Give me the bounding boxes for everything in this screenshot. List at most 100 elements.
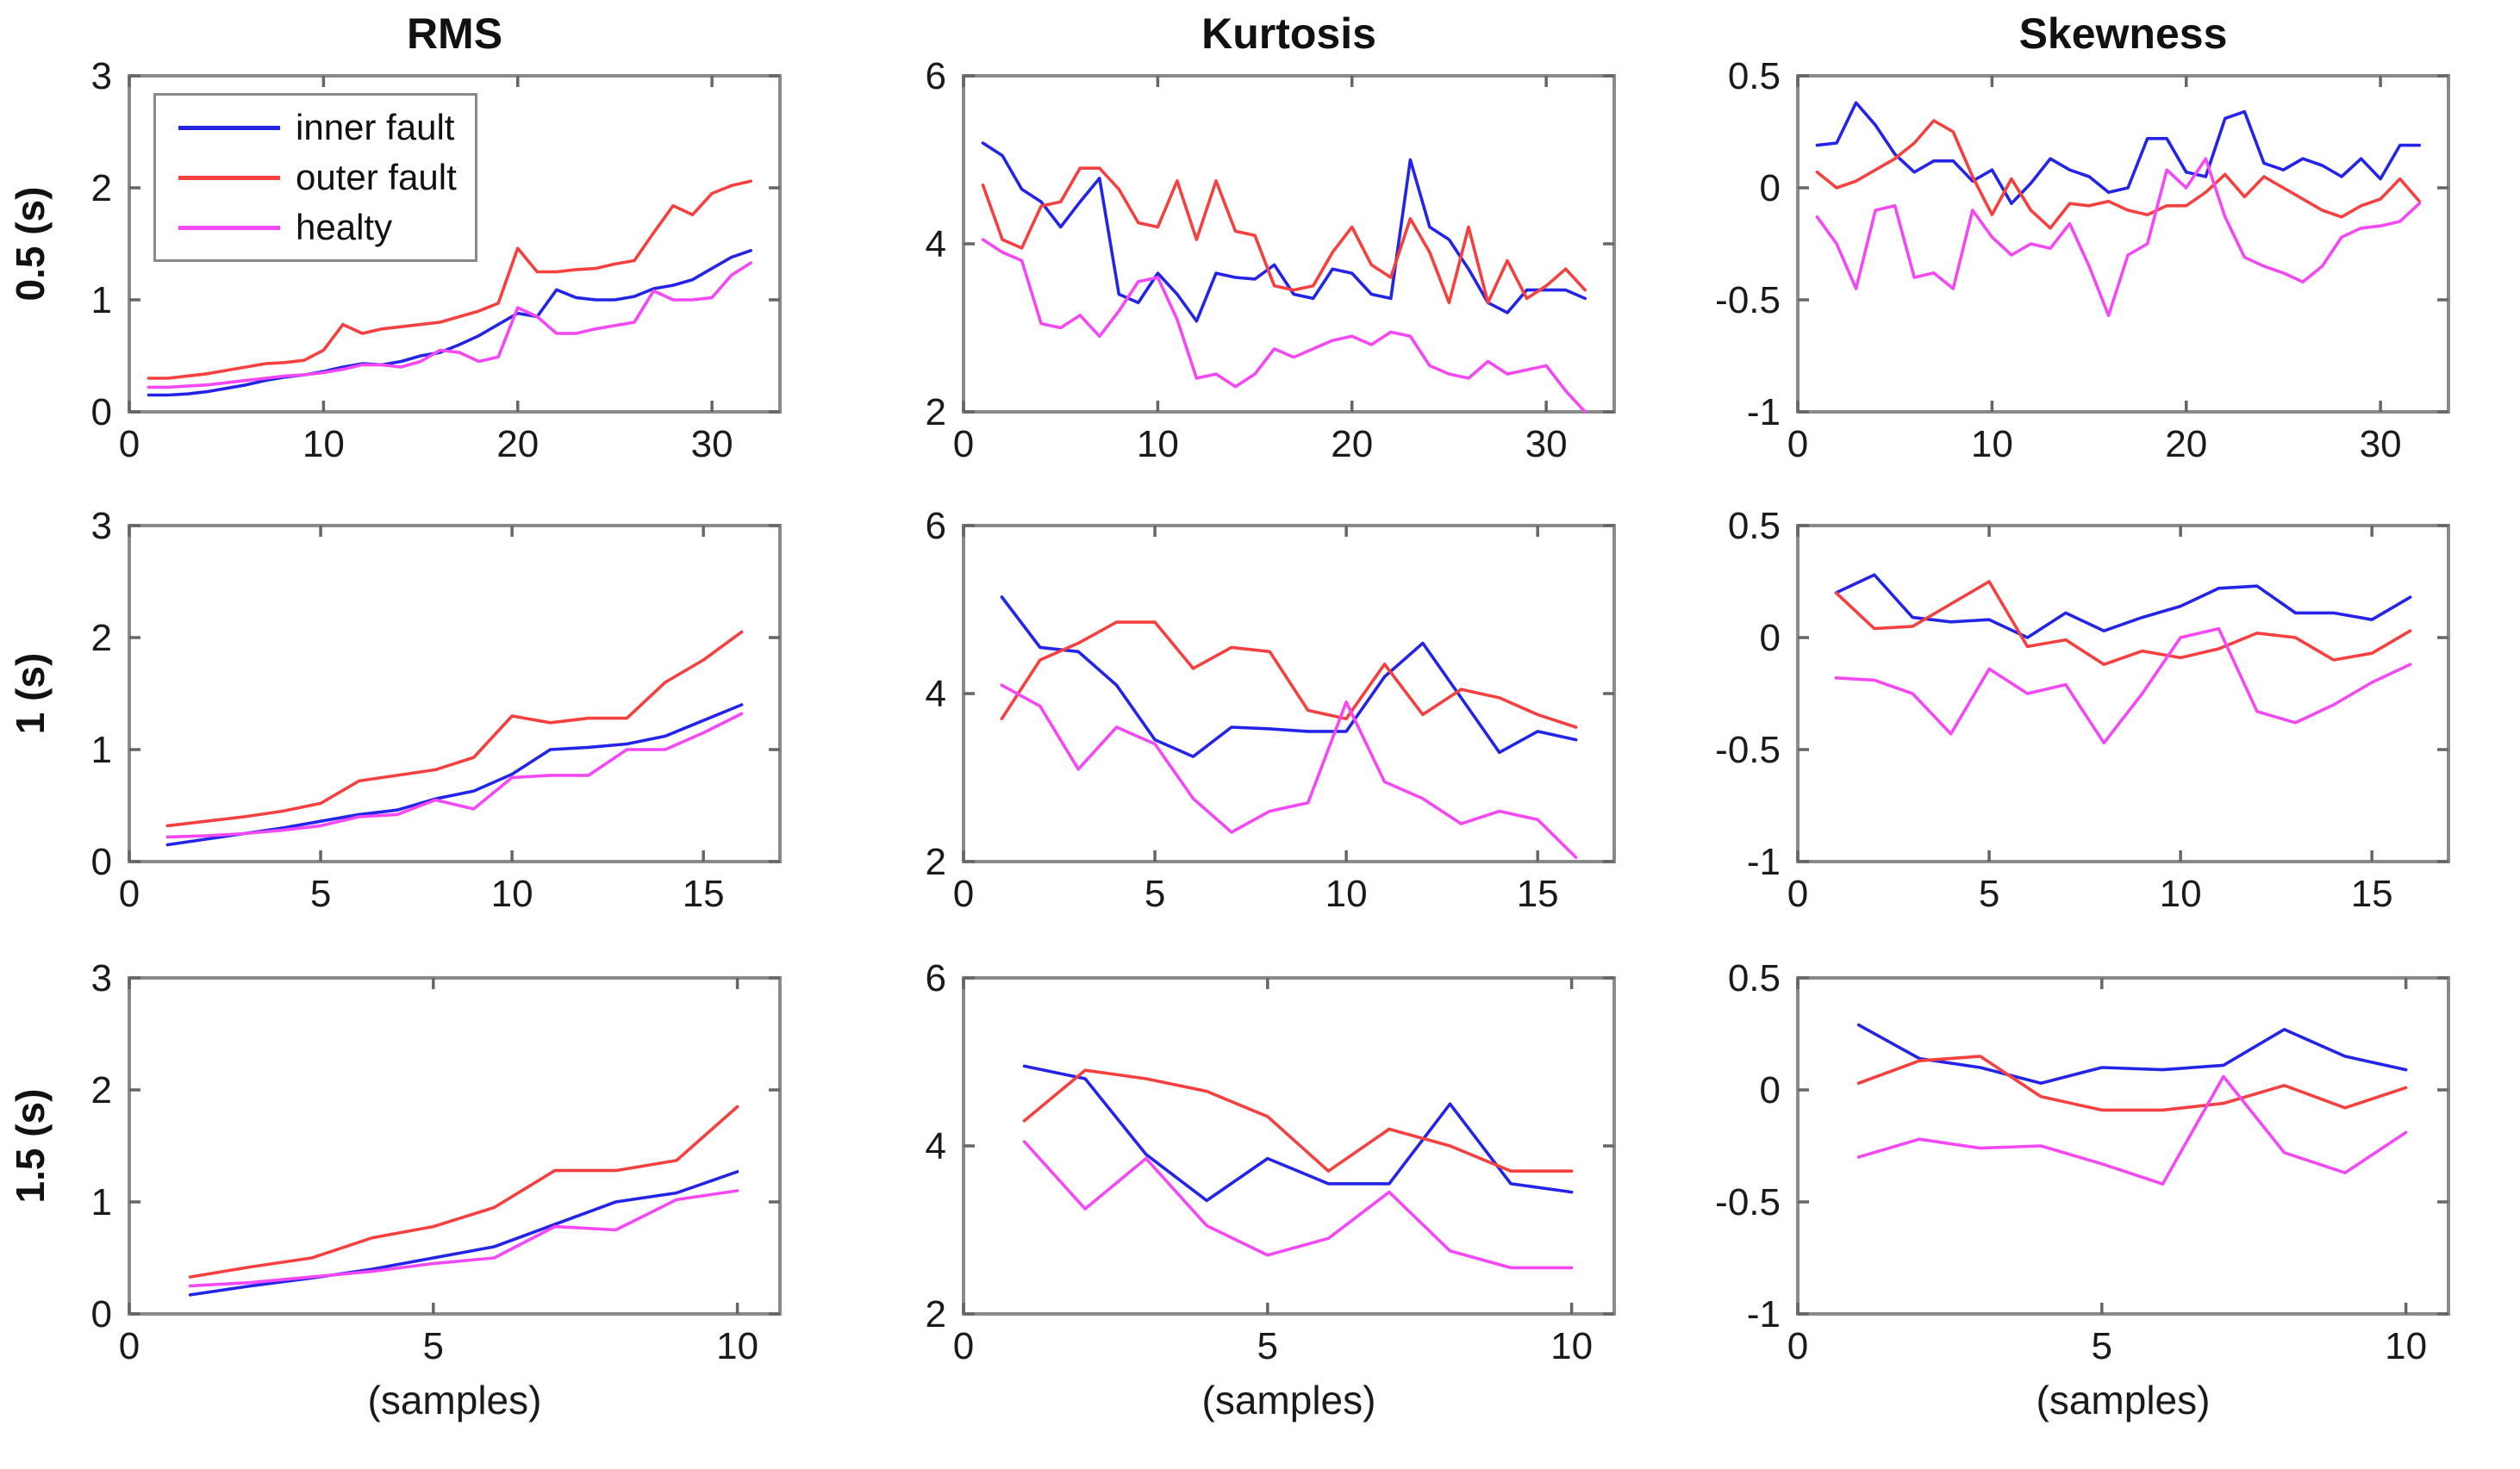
x-tick-label: 20 <box>496 423 539 465</box>
y-tick-label: 2 <box>91 167 112 209</box>
series-line-healty <box>165 712 744 839</box>
y-tick-label: 0 <box>1760 1069 1781 1111</box>
y-tick-label: 2 <box>926 391 946 433</box>
subplot-skewness-row1: 0 10 20 30 -1 -0.5 0 0.5 <box>1715 55 2450 465</box>
y-tick-label: -1 <box>1747 391 1781 433</box>
series-line-inner-fault <box>1000 595 1578 758</box>
y-tick-label: 0 <box>91 841 112 883</box>
x-tick-label: 15 <box>683 873 725 915</box>
series-line-inner-fault <box>188 1170 739 1297</box>
subplot-rms-row2: 0 5 10 15 0 1 2 3 <box>91 505 782 915</box>
x-tick-label: 10 <box>2160 873 2202 915</box>
outer-fault-line-swatch <box>178 175 280 180</box>
y-tick-label: 4 <box>926 1125 946 1167</box>
subplot-kurtosis-row3: 0 5 10 2 4 6 <box>926 957 1616 1367</box>
y-tick-label: 1 <box>91 729 112 771</box>
series-line-outer-fault <box>188 1105 739 1279</box>
series-line-inner-fault <box>1856 1023 2408 1085</box>
y-tick-label: 0 <box>1760 167 1781 209</box>
series-line-outer-fault <box>165 630 744 828</box>
series-line-outer-fault <box>981 166 1587 305</box>
x-tick-label: 20 <box>2165 423 2207 465</box>
x-tick-label: 10 <box>303 423 345 465</box>
x-tick-label: 5 <box>1145 873 1165 915</box>
series-line-outer-fault <box>1856 1055 2408 1112</box>
x-tick-label: 20 <box>1331 423 1373 465</box>
axes-box <box>1796 74 2450 414</box>
series-line-healty <box>1000 683 1578 859</box>
x-tick-label: 15 <box>1517 873 1559 915</box>
x-tick-label: 5 <box>1979 873 1999 915</box>
series-line-healty <box>147 261 753 389</box>
axes-box <box>1796 524 2450 863</box>
x-tick-label: 0 <box>953 423 974 465</box>
y-tick-label: -0.5 <box>1715 1181 1781 1223</box>
x-tick-label: 5 <box>1257 1325 1278 1367</box>
legend-label-healty: healty <box>296 207 393 247</box>
series-line-inner-fault <box>165 703 744 847</box>
y-tick-label: 0.5 <box>1728 957 1781 999</box>
x-tick-label: 10 <box>2385 1325 2427 1367</box>
y-tick-label: 6 <box>926 505 946 547</box>
y-tick-label: 0.5 <box>1728 55 1781 97</box>
column-title-skewness: Skewness <box>2018 9 2228 58</box>
y-tick-label: 3 <box>91 957 112 999</box>
y-tick-label: -0.5 <box>1715 279 1781 321</box>
axes-box <box>962 74 1616 414</box>
series-line-outer-fault <box>1815 119 2422 230</box>
legend-label-outer-fault: outer fault <box>296 157 457 197</box>
y-tick-label: 3 <box>91 505 112 547</box>
legend: inner fault outer fault healty <box>153 93 477 262</box>
xlabel-samples-col1: (samples) <box>367 1378 542 1422</box>
series-line-outer-fault <box>1834 580 2412 666</box>
series-line-inner-fault <box>1834 573 2412 639</box>
axes-box <box>1796 976 2450 1316</box>
series-line-outer-fault <box>147 179 753 380</box>
y-tick-label: 0 <box>91 391 112 433</box>
subplot-kurtosis-row2: 0 5 10 15 2 4 6 <box>926 505 1616 915</box>
xlabel-samples-col2: (samples) <box>1201 1378 1376 1422</box>
x-tick-label: 10 <box>1971 423 2013 465</box>
legend-item-outer-fault: outer fault <box>178 157 475 198</box>
y-tick-label: 2 <box>91 617 112 659</box>
subplot-rms-row1: 0 10 20 30 0 1 2 3 <box>91 55 782 465</box>
axes-box <box>128 524 782 863</box>
y-tick-label: 0 <box>91 1293 112 1335</box>
y-tick-label: -0.5 <box>1715 729 1781 771</box>
legend-item-healty: healty <box>178 207 475 248</box>
x-tick-label: 30 <box>2360 423 2402 465</box>
y-tick-label: 1 <box>91 1181 112 1223</box>
x-tick-label: 15 <box>2351 873 2393 915</box>
x-tick-label: 0 <box>953 1325 974 1367</box>
column-title-rms: RMS <box>406 9 503 58</box>
series-line-healty <box>1856 1074 2408 1186</box>
subplot-skewness-row3: 0 5 10 -1 -0.5 0 0.5 <box>1715 957 2450 1367</box>
x-tick-label: 30 <box>691 423 733 465</box>
x-tick-label: 10 <box>1550 1325 1593 1367</box>
x-tick-label: 10 <box>1137 423 1179 465</box>
y-tick-label: 0 <box>1760 617 1781 659</box>
x-tick-label: 5 <box>423 1325 444 1367</box>
series-line-healty <box>188 1189 739 1288</box>
x-tick-label: 0 <box>119 873 140 915</box>
y-tick-label: 2 <box>926 1293 946 1335</box>
series-line-inner-fault <box>1815 101 2422 205</box>
axes-box <box>128 74 782 414</box>
series-line-inner-fault <box>1022 1064 1574 1203</box>
y-tick-label: 6 <box>926 55 946 97</box>
subplot-rms-row3: 0 5 10 0 1 2 3 <box>91 957 782 1367</box>
legend-label-inner-fault: inner fault <box>296 107 455 147</box>
xlabel-samples-col3: (samples) <box>2036 1378 2211 1422</box>
y-tick-label: 1 <box>91 279 112 321</box>
healty-line-swatch <box>178 225 280 230</box>
x-tick-label: 0 <box>1787 423 1808 465</box>
column-title-kurtosis: Kurtosis <box>1201 9 1376 58</box>
y-tick-label: 0.5 <box>1728 505 1781 547</box>
series-line-healty <box>1834 626 2412 744</box>
legend-item-inner-fault: inner fault <box>178 107 475 148</box>
x-tick-label: 0 <box>953 873 974 915</box>
x-tick-label: 0 <box>119 423 140 465</box>
x-tick-label: 5 <box>310 873 331 915</box>
x-tick-label: 0 <box>1787 1325 1808 1367</box>
